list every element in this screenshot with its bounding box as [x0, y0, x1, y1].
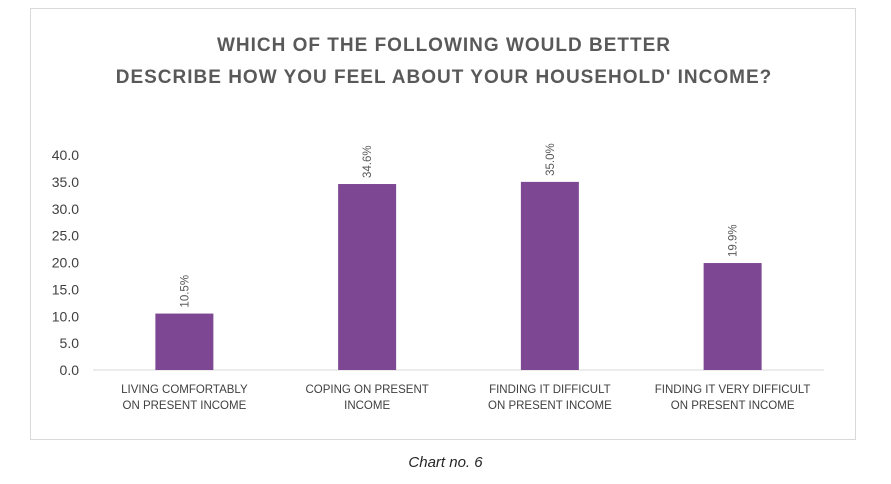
- category-label: LIVING COMFORTABLY: [121, 384, 248, 396]
- y-tick-label: 35.0: [52, 174, 79, 190]
- category-label: FINDING IT VERY DIFFICULT: [655, 384, 811, 396]
- chart-title-line: WHICH OF THE FOLLOWING WOULD BETTER: [217, 35, 671, 56]
- category-label: INCOME: [344, 400, 390, 412]
- bar: [703, 263, 762, 370]
- category-label: ON PRESENT INCOME: [123, 400, 247, 412]
- bar: [155, 313, 214, 370]
- chart-caption: Chart no. 6: [408, 454, 483, 471]
- bar-chart: WHICH OF THE FOLLOWING WOULD BETTER DESCR…: [52, 35, 824, 412]
- y-tick-label: 15.0: [52, 281, 79, 297]
- data-label: 10.5%: [179, 275, 191, 308]
- category-label: COPING ON PRESENT: [305, 384, 428, 396]
- chart-title-line: DESCRIBE HOW YOU FEEL ABOUT YOUR HOUSEHO…: [116, 67, 773, 88]
- category-label: ON PRESENT INCOME: [488, 400, 612, 412]
- data-label: 35.0%: [545, 143, 557, 176]
- bar: [520, 181, 579, 370]
- data-label: 34.6%: [362, 145, 374, 178]
- y-tick-label: 0.0: [60, 362, 80, 378]
- category-label: ON PRESENT INCOME: [671, 400, 795, 412]
- y-tick-label: 10.0: [52, 308, 79, 324]
- y-tick-label: 25.0: [52, 228, 79, 244]
- y-tick-label: 30.0: [52, 201, 79, 217]
- y-tick-label: 5.0: [60, 335, 80, 351]
- y-tick-label: 40.0: [52, 147, 79, 163]
- chart-frame: WHICH OF THE FOLLOWING WOULD BETTER DESCR…: [30, 8, 856, 440]
- category-label: FINDING IT DIFFICULT: [489, 384, 611, 396]
- bar: [338, 184, 397, 370]
- data-label: 19.9%: [728, 224, 740, 257]
- y-tick-label: 20.0: [52, 255, 79, 271]
